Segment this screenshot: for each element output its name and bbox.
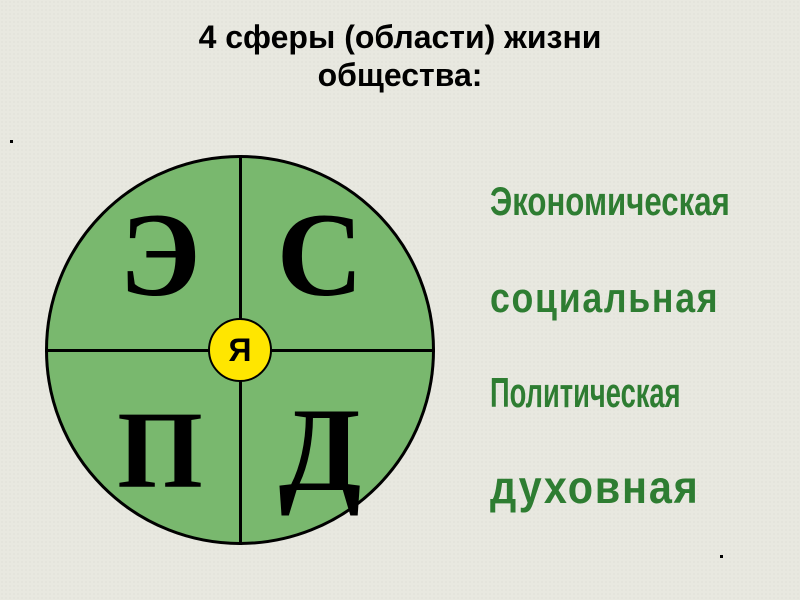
- quadrant-spiritual: Д: [279, 390, 362, 510]
- list-item-political: Политическая: [490, 345, 690, 440]
- decorative-dot: [10, 140, 13, 143]
- quadrant-social: С: [277, 195, 364, 315]
- quadrant-political: П: [117, 395, 203, 505]
- title-line2: общества:: [0, 56, 800, 94]
- list-item-social: социальная: [490, 250, 751, 345]
- spheres-list: Экономическая социальная Политическая ду…: [490, 155, 797, 535]
- page-title: 4 сферы (области) жизни общества:: [0, 18, 800, 95]
- list-item-economic: Экономическая: [490, 155, 730, 250]
- quadrant-economic: Э: [119, 195, 200, 315]
- center-self: Я: [208, 318, 272, 382]
- decorative-dot: [720, 555, 723, 558]
- center-letter: Я: [229, 332, 252, 369]
- title-line1: 4 сферы (области) жизни: [0, 18, 800, 56]
- list-item-spiritual: духовная: [490, 440, 767, 535]
- spheres-diagram: Э С П Д Я: [45, 155, 435, 545]
